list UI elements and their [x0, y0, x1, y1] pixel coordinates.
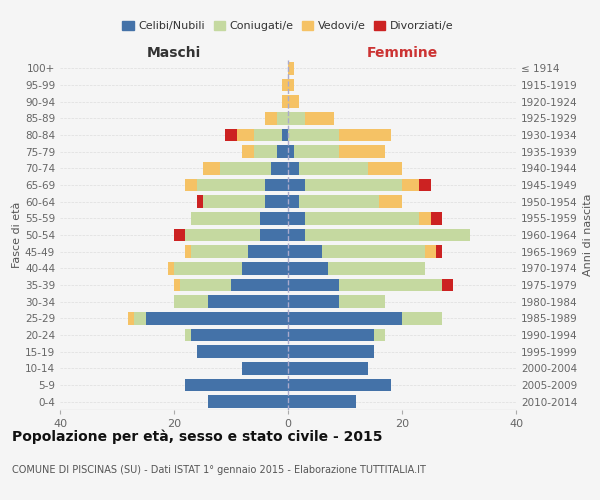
Bar: [299, 196, 379, 208]
Bar: [288, 396, 356, 408]
Bar: [265, 196, 288, 208]
Bar: [322, 246, 425, 258]
Bar: [288, 146, 294, 158]
Bar: [288, 296, 340, 308]
Bar: [185, 329, 191, 341]
Bar: [288, 346, 373, 358]
Bar: [305, 179, 402, 192]
Bar: [146, 312, 288, 324]
Bar: [294, 146, 340, 158]
Text: Maschi: Maschi: [147, 46, 201, 60]
Bar: [185, 379, 288, 391]
Bar: [254, 129, 283, 141]
Bar: [174, 229, 185, 241]
Bar: [299, 162, 368, 174]
Bar: [248, 246, 288, 258]
Bar: [288, 79, 294, 92]
Bar: [305, 212, 419, 224]
Bar: [431, 212, 442, 224]
Bar: [288, 229, 305, 241]
Bar: [242, 362, 288, 374]
Bar: [373, 329, 385, 341]
Bar: [288, 62, 294, 74]
Bar: [277, 146, 288, 158]
Legend: Celibi/Nubili, Coniugati/e, Vedovi/e, Divorziati/e: Celibi/Nubili, Coniugati/e, Vedovi/e, Di…: [118, 16, 458, 36]
Bar: [283, 96, 288, 108]
Bar: [379, 196, 402, 208]
Bar: [340, 129, 391, 141]
Bar: [288, 362, 368, 374]
Bar: [197, 196, 203, 208]
Y-axis label: Fasce di età: Fasce di età: [12, 202, 22, 268]
Bar: [208, 396, 288, 408]
Bar: [277, 112, 288, 124]
Bar: [180, 279, 231, 291]
Bar: [191, 212, 260, 224]
Bar: [220, 162, 271, 174]
Bar: [271, 162, 288, 174]
Bar: [288, 179, 305, 192]
Bar: [328, 262, 425, 274]
Bar: [419, 179, 431, 192]
Bar: [288, 379, 391, 391]
Bar: [288, 129, 340, 141]
Bar: [288, 312, 402, 324]
Bar: [402, 312, 442, 324]
Bar: [208, 296, 288, 308]
Bar: [265, 112, 277, 124]
Bar: [425, 246, 436, 258]
Bar: [288, 96, 299, 108]
Bar: [174, 262, 242, 274]
Bar: [305, 112, 334, 124]
Bar: [191, 246, 248, 258]
Bar: [260, 212, 288, 224]
Bar: [340, 146, 385, 158]
Bar: [288, 329, 373, 341]
Bar: [305, 229, 470, 241]
Bar: [368, 162, 402, 174]
Bar: [242, 262, 288, 274]
Bar: [191, 329, 288, 341]
Bar: [254, 146, 277, 158]
Text: Femmine: Femmine: [367, 46, 437, 60]
Bar: [226, 129, 236, 141]
Bar: [288, 212, 305, 224]
Bar: [288, 112, 305, 124]
Bar: [203, 162, 220, 174]
Bar: [288, 246, 322, 258]
Bar: [174, 296, 208, 308]
Bar: [128, 312, 134, 324]
Text: Popolazione per età, sesso e stato civile - 2015: Popolazione per età, sesso e stato civil…: [12, 430, 383, 444]
Bar: [288, 162, 299, 174]
Bar: [231, 279, 288, 291]
Y-axis label: Anni di nascita: Anni di nascita: [583, 194, 593, 276]
Bar: [260, 229, 288, 241]
Bar: [242, 146, 254, 158]
Bar: [185, 229, 260, 241]
Text: COMUNE DI PISCINAS (SU) - Dati ISTAT 1° gennaio 2015 - Elaborazione TUTTITALIA.I: COMUNE DI PISCINAS (SU) - Dati ISTAT 1° …: [12, 465, 426, 475]
Bar: [197, 179, 265, 192]
Bar: [340, 279, 442, 291]
Bar: [402, 179, 419, 192]
Bar: [174, 279, 180, 291]
Bar: [283, 129, 288, 141]
Bar: [185, 179, 197, 192]
Bar: [185, 246, 191, 258]
Bar: [288, 262, 328, 274]
Bar: [436, 246, 442, 258]
Bar: [340, 296, 385, 308]
Bar: [197, 346, 288, 358]
Bar: [203, 196, 265, 208]
Bar: [419, 212, 431, 224]
Bar: [283, 79, 288, 92]
Bar: [288, 279, 340, 291]
Bar: [288, 196, 299, 208]
Bar: [237, 129, 254, 141]
Bar: [168, 262, 174, 274]
Bar: [442, 279, 454, 291]
Bar: [134, 312, 146, 324]
Bar: [265, 179, 288, 192]
